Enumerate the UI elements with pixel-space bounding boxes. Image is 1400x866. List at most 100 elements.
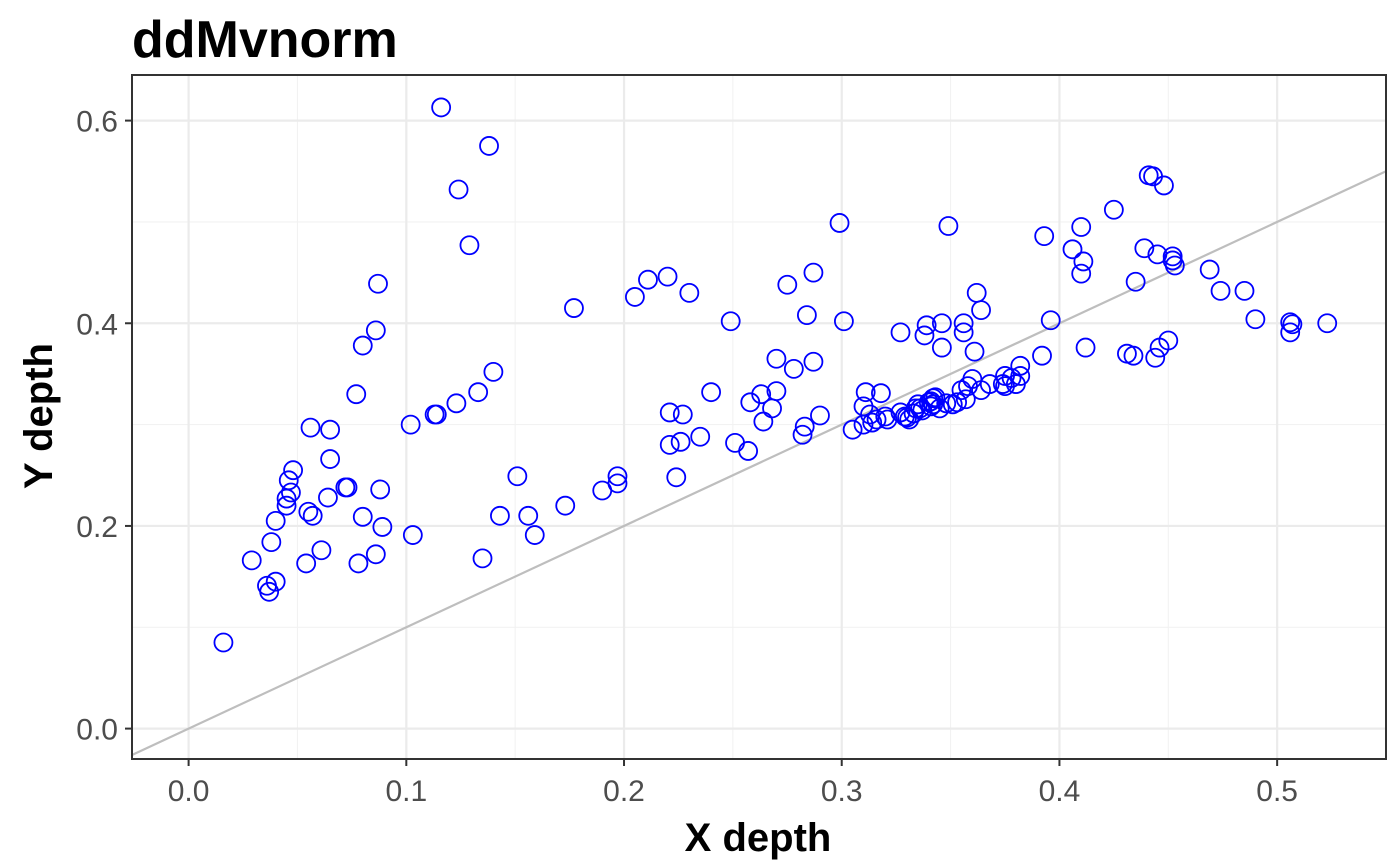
data-point <box>1282 314 1303 335</box>
data-point <box>1062 239 1083 260</box>
data-point <box>931 313 952 334</box>
data-point <box>265 510 286 531</box>
data-point <box>947 392 968 413</box>
data-point <box>1317 313 1338 334</box>
data-point <box>1245 309 1266 330</box>
data-point <box>1125 271 1146 292</box>
data-point <box>368 273 388 294</box>
data-point <box>479 136 499 156</box>
data-point <box>320 449 341 469</box>
minor-gridlines <box>132 75 1386 759</box>
data-point <box>842 419 863 440</box>
data-point <box>783 358 804 379</box>
data-point <box>955 389 976 410</box>
data-point <box>607 473 628 494</box>
x-tick-label: 0.0 <box>168 775 210 808</box>
data-point <box>964 341 985 362</box>
data-point <box>803 262 824 283</box>
data-point <box>259 581 280 602</box>
data-point <box>213 632 234 653</box>
data-point <box>607 466 628 487</box>
data-point <box>1210 280 1231 301</box>
data-point <box>931 337 952 358</box>
data-point <box>1010 355 1031 376</box>
data-point <box>1071 263 1092 284</box>
data-point <box>890 322 911 343</box>
data-point <box>241 550 262 571</box>
data-point <box>794 416 815 437</box>
data-point <box>564 298 584 318</box>
data-point <box>766 381 787 402</box>
data-point <box>1154 175 1174 196</box>
y-tick-label: 0.4 <box>76 308 118 341</box>
data-point <box>472 548 493 569</box>
data-point <box>638 269 658 290</box>
data-point <box>916 315 937 336</box>
data-point <box>862 412 883 433</box>
data-point <box>1158 330 1179 351</box>
data-point <box>426 404 447 425</box>
data-point <box>261 532 282 553</box>
data-point <box>524 525 545 545</box>
data-point <box>518 505 539 526</box>
data-point <box>483 362 504 382</box>
data-point <box>899 409 920 430</box>
data-point <box>657 266 678 287</box>
data-point <box>1032 345 1052 366</box>
data-point <box>298 501 319 522</box>
data-point <box>953 313 974 334</box>
data-point <box>1164 255 1185 276</box>
y-tick-label: 0.6 <box>76 106 118 139</box>
data-point <box>1075 337 1096 358</box>
data-point <box>1034 226 1055 247</box>
axis-ticks: 0.0 0.1 0.2 0.3 0.4 0.5 0.0 0.2 0.4 0.6 <box>76 106 1298 808</box>
chart-title: ddMvnorm <box>132 11 398 69</box>
data-point <box>352 506 373 527</box>
data-point <box>348 553 369 574</box>
data-point <box>555 495 576 516</box>
data-point <box>762 398 782 419</box>
data-point <box>1280 322 1301 343</box>
data-point <box>352 335 373 356</box>
data-point <box>1134 238 1155 259</box>
data-point <box>751 384 772 405</box>
x-tick-label: 0.1 <box>385 775 427 808</box>
data-point <box>670 431 691 452</box>
data-point <box>265 571 286 592</box>
data-point <box>834 311 854 332</box>
data-point <box>1071 217 1092 237</box>
data-point <box>276 495 297 516</box>
data-point <box>936 393 957 414</box>
data-point <box>365 320 386 341</box>
data-point <box>1145 347 1166 368</box>
data-point <box>753 411 774 432</box>
x-tick-label: 0.5 <box>1256 775 1298 808</box>
data-point <box>1073 251 1094 272</box>
data-point <box>431 97 452 118</box>
data-point <box>320 419 341 440</box>
data-point <box>311 540 332 561</box>
data-point <box>929 398 950 419</box>
data-point <box>938 216 959 236</box>
x-axis-title: X depth <box>685 816 832 860</box>
data-point <box>370 479 391 500</box>
data-point <box>792 424 813 445</box>
data-point <box>979 374 1000 394</box>
reference-line-layer <box>131 170 1387 756</box>
data-point <box>725 432 745 453</box>
plot-panel-border <box>131 74 1387 760</box>
data-point <box>855 382 876 403</box>
data-point <box>875 406 896 427</box>
data-point <box>1280 312 1301 333</box>
data-point <box>966 282 987 303</box>
x-tick-label: 0.4 <box>1039 775 1081 808</box>
data-point <box>1040 310 1061 331</box>
data-point <box>803 351 824 372</box>
data-point <box>971 300 991 320</box>
data-point <box>459 235 480 256</box>
x-tick-label: 0.3 <box>821 775 863 808</box>
data-points <box>213 97 1338 653</box>
data-point <box>402 525 423 545</box>
data-point <box>871 383 891 404</box>
